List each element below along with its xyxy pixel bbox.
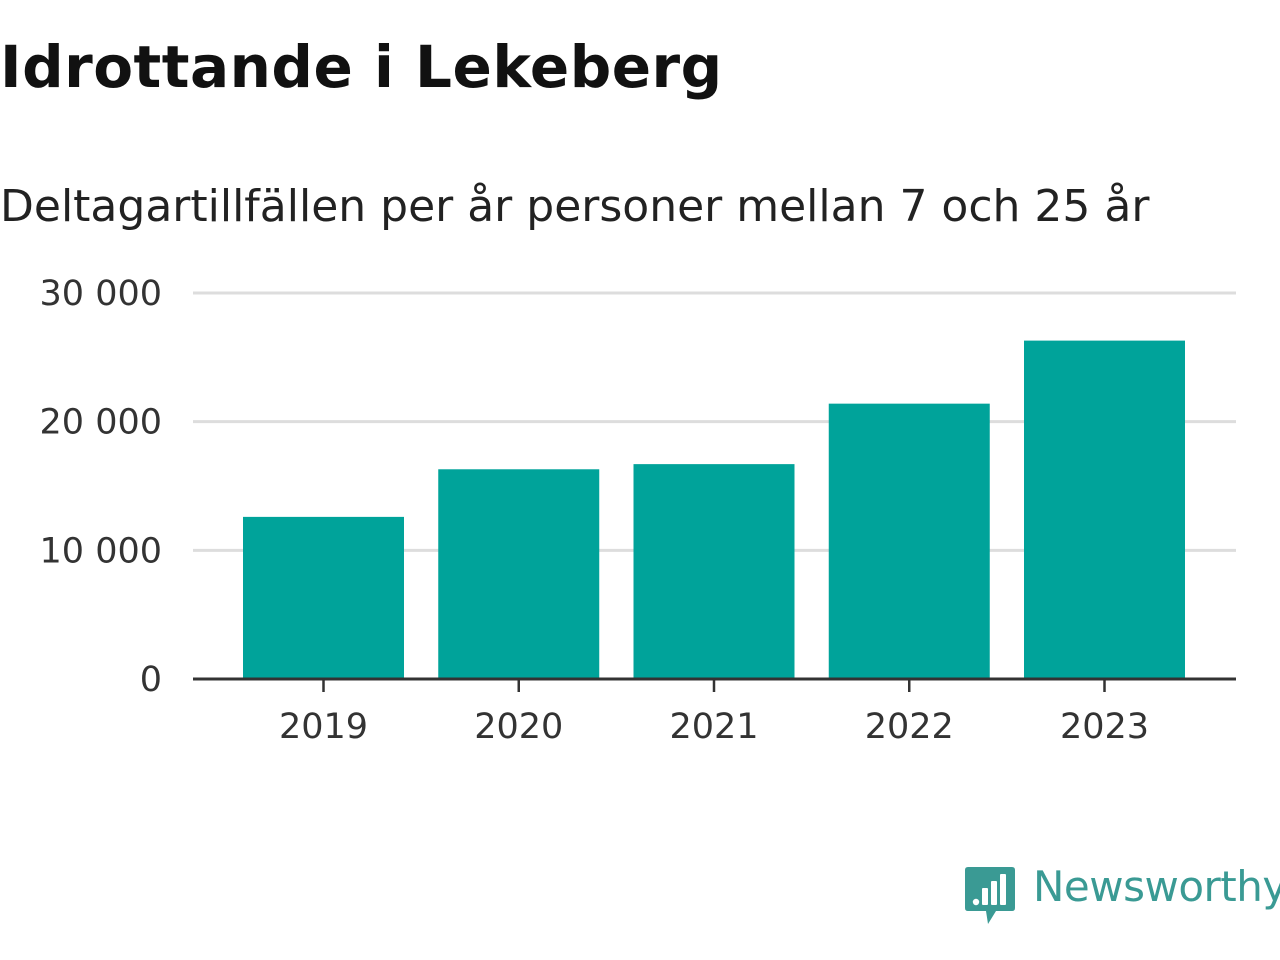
brand-name: Newsworthy bbox=[1033, 862, 1280, 911]
bar-2023 bbox=[1024, 340, 1185, 679]
y-tick-label: 30 000 bbox=[40, 274, 162, 314]
y-tick-label: 0 bbox=[140, 660, 162, 700]
bar-2021 bbox=[633, 464, 795, 679]
newsworthy-logo-icon bbox=[965, 867, 1015, 924]
x-tick-label: 2021 bbox=[669, 707, 758, 747]
chart-title: Idrottande i Lekeberg bbox=[0, 33, 723, 101]
y-tick-label: 20 000 bbox=[40, 403, 162, 443]
brand-logo bbox=[964, 864, 1016, 926]
x-tick-label: 2019 bbox=[279, 707, 368, 747]
bar-2022 bbox=[828, 403, 990, 679]
x-tick-label: 2022 bbox=[865, 707, 954, 747]
bar-2019 bbox=[243, 516, 404, 679]
x-tick-label: 2020 bbox=[474, 707, 563, 747]
bar-2020 bbox=[438, 469, 600, 679]
chart-subtitle: Deltagartillfällen per år personer mella… bbox=[0, 181, 1150, 232]
y-tick-label: 10 000 bbox=[40, 531, 162, 571]
x-tick-label: 2023 bbox=[1060, 707, 1149, 747]
